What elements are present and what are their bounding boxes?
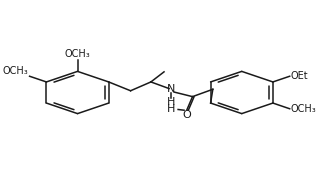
Text: OCH₃: OCH₃ bbox=[291, 104, 316, 114]
Text: N: N bbox=[167, 84, 176, 94]
Text: H: H bbox=[167, 104, 175, 114]
Text: H: H bbox=[167, 97, 176, 107]
Text: OEt: OEt bbox=[291, 71, 308, 81]
Text: O: O bbox=[182, 110, 191, 120]
Text: OCH₃: OCH₃ bbox=[3, 66, 29, 76]
Text: OCH₃: OCH₃ bbox=[65, 49, 90, 59]
